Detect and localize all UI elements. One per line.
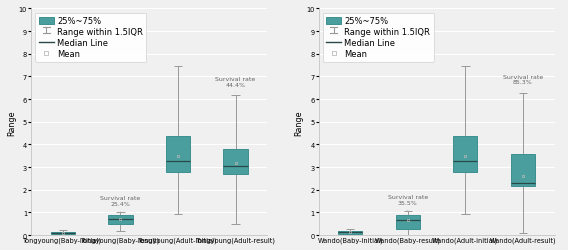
Y-axis label: Range: Range <box>294 110 303 135</box>
Legend: 25%~75%, Range within 1.5IQR, Median Line, Mean: 25%~75%, Range within 1.5IQR, Median Lin… <box>35 14 147 62</box>
Bar <box>108 215 132 224</box>
Bar <box>51 232 75 234</box>
Y-axis label: Range: Range <box>7 110 16 135</box>
Legend: 25%~75%, Range within 1.5IQR, Median Line, Mean: 25%~75%, Range within 1.5IQR, Median Lin… <box>323 14 433 62</box>
Text: Survival rate
44.4%: Survival rate 44.4% <box>215 76 256 93</box>
Bar <box>396 215 420 229</box>
Bar <box>453 136 478 172</box>
Bar <box>223 150 248 175</box>
Text: Survival rate
35.5%: Survival rate 35.5% <box>388 194 428 212</box>
Bar <box>511 154 535 186</box>
Text: Survival rate
25.4%: Survival rate 25.4% <box>101 196 141 213</box>
Text: Survival rate
85.3%: Survival rate 85.3% <box>503 74 543 91</box>
Bar <box>338 231 362 234</box>
Bar <box>166 136 190 172</box>
